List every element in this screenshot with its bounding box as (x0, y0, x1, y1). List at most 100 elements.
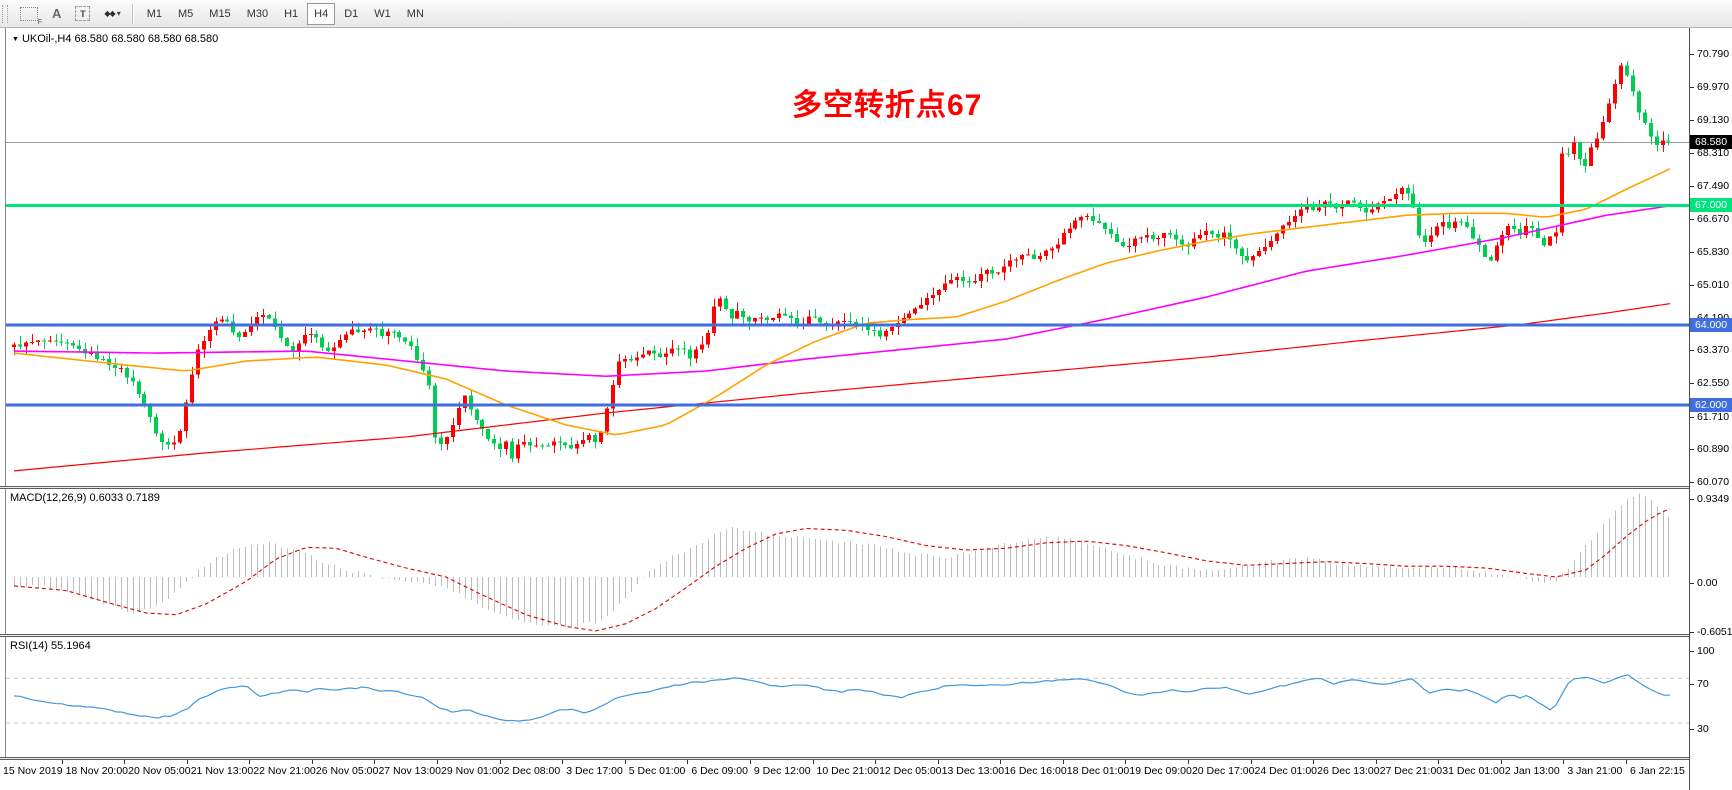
time-axis-label: 27 Dec 21:00 (1379, 765, 1443, 777)
text-label-icon: A (52, 6, 62, 21)
price-tick-label: 67.490 (1697, 179, 1730, 192)
ma-slow-red-line (13, 303, 1671, 472)
rsi-label: RSI(14) 55.1964 (10, 640, 91, 652)
time-axis-label: 18 Nov 20:00 (65, 765, 129, 777)
timeframe-button-m30[interactable]: M30 (246, 7, 269, 20)
time-axis-label: 13 Dec 13:00 (941, 765, 1005, 777)
rsi-tick (1690, 684, 1694, 686)
shapes-icon: ◆◆ (104, 9, 115, 18)
macd-axis-label: -0.6051 (1697, 626, 1732, 638)
rsi-line (13, 674, 1671, 722)
time-tick (1438, 760, 1440, 764)
timeframe-button-m5[interactable]: M5 (178, 7, 194, 20)
time-axis-label: 26 Dec 13:00 (1317, 765, 1380, 777)
time-axis-label: 18 Dec 01:00 (1066, 765, 1130, 777)
price-tick (1690, 317, 1694, 319)
time-tick (1626, 760, 1627, 764)
shapes-dropdown-caret-icon[interactable]: ▾ (116, 9, 121, 18)
timeframe-button-h4[interactable]: H4 (307, 2, 336, 25)
panel-separator[interactable] (0, 634, 1732, 637)
price-tick (1690, 120, 1694, 122)
horizontal-level-line-62.000[interactable] (6, 403, 1689, 407)
main-chart-canvas[interactable] (6, 29, 1689, 486)
time-tick (124, 760, 126, 764)
rsi-tick (1690, 651, 1694, 652)
macd-tick (1690, 583, 1694, 584)
time-tick (1250, 760, 1252, 764)
price-tick (1690, 350, 1694, 352)
timeframe-button-h1[interactable]: H1 (284, 7, 299, 20)
time-axis-label: 27 Nov 13:00 (378, 765, 441, 777)
candles (12, 60, 1670, 464)
time-tick (61, 760, 63, 764)
timeframe-button-m1[interactable]: M1 (146, 7, 162, 20)
macd-label: MACD(12,26,9) 0.6033 0.7189 (10, 492, 160, 504)
time-tick (311, 760, 313, 764)
time-axis-label: 10 Dec 21:00 (816, 765, 879, 777)
current-price-badge: 68.580 (1690, 135, 1732, 150)
time-tick (1125, 760, 1127, 764)
level-price-badge-67.000: 67.000 (1690, 198, 1732, 213)
chart-annotation-text[interactable]: 多空转折点67 (792, 89, 983, 122)
price-tick-label: 70.790 (1697, 48, 1730, 60)
price-tick (1690, 416, 1694, 418)
time-axis-label: 9 Dec 12:00 (753, 765, 811, 777)
ma-fast-orange-line (13, 168, 1671, 436)
toolbar-drag-handle[interactable] (2, 4, 8, 23)
time-axis[interactable]: 15 Nov 2019 18 Nov 20:00 20 Nov 05:00 21 No… (0, 760, 1689, 790)
price-tick (1690, 153, 1694, 155)
horizontal-level-line-64.000[interactable] (6, 323, 1689, 327)
price-axis[interactable]: 70.790 69.970 69.130 68.310 67.490 66.670 65.8… (1689, 28, 1732, 790)
price-tick-label: 60.890 (1697, 443, 1730, 456)
price-tick-label: 63.370 (1697, 344, 1730, 357)
macd-axis-label: 0.9349 (1697, 492, 1730, 505)
time-tick (437, 760, 439, 764)
chart-left-frame (5, 28, 6, 790)
time-tick (1062, 760, 1064, 764)
macd-histogram (14, 493, 1669, 628)
pattern-tool-button[interactable]: F (13, 3, 45, 26)
time-tick (374, 760, 376, 764)
price-tick (1690, 86, 1694, 88)
macd-axis-label: 0.00 (1697, 577, 1718, 589)
time-tick (1375, 760, 1377, 764)
toolbar-separator (131, 3, 134, 24)
price-tick (1690, 252, 1694, 254)
level-price-badge-64.000: 64.000 (1690, 318, 1732, 333)
time-axis-label: 5 Dec 01:00 (628, 765, 686, 777)
level-price-badge-62.000: 62.000 (1690, 397, 1732, 412)
price-tick (1690, 449, 1694, 451)
panel-separator (0, 757, 1732, 760)
time-tick (937, 760, 939, 764)
time-tick (1500, 760, 1502, 764)
panel-separator[interactable] (0, 486, 1732, 489)
shapes-button[interactable]: ◆◆ ▾ (97, 3, 127, 25)
time-tick (562, 760, 564, 764)
timeframe-button-mn[interactable]: MN (406, 7, 424, 20)
timeframe-button-w1[interactable]: W1 (374, 7, 391, 20)
time-tick (1187, 760, 1189, 764)
price-tick-label: 66.670 (1697, 212, 1730, 225)
timeframe-button-m15[interactable]: M15 (209, 7, 231, 20)
rsi-panel-canvas[interactable] (6, 637, 1689, 757)
text-box-button[interactable]: T (68, 3, 97, 25)
price-tick-label: 69.130 (1697, 114, 1730, 127)
time-axis-label: 21 Nov 13:00 (190, 765, 254, 777)
time-axis-label: 20 Nov 05:00 (128, 765, 191, 777)
toolbar: F A T ◆◆ ▾ M1 M5 M15 M30 H1 H4 D1 W1 MN (0, 0, 1732, 28)
timeframe-group: M1 M5 M15 M30 H1 H4 D1 W1 MN (140, 2, 431, 25)
horizontal-level-line-67.000[interactable] (6, 203, 1689, 207)
time-tick (687, 760, 689, 764)
symbol-title[interactable]: ▼ UKOil-,H4 68.580 68.580 68.580 68.580 (12, 33, 218, 45)
time-axis-label: 15 Nov 2019 (3, 765, 63, 777)
time-axis-label: 16 Dec 16:00 (1004, 765, 1067, 777)
time-tick (499, 760, 501, 764)
price-tick (1690, 482, 1694, 484)
time-axis-label: 24 Dec 01:00 (1254, 765, 1317, 777)
timeframe-button-d1[interactable]: D1 (344, 7, 359, 20)
macd-tick (1690, 498, 1694, 500)
macd-panel-canvas[interactable] (6, 489, 1689, 634)
chevron-down-icon[interactable]: ▼ (12, 36, 19, 43)
time-axis-label: 3 Dec 17:00 (566, 765, 623, 777)
text-label-button[interactable]: A (45, 3, 68, 25)
